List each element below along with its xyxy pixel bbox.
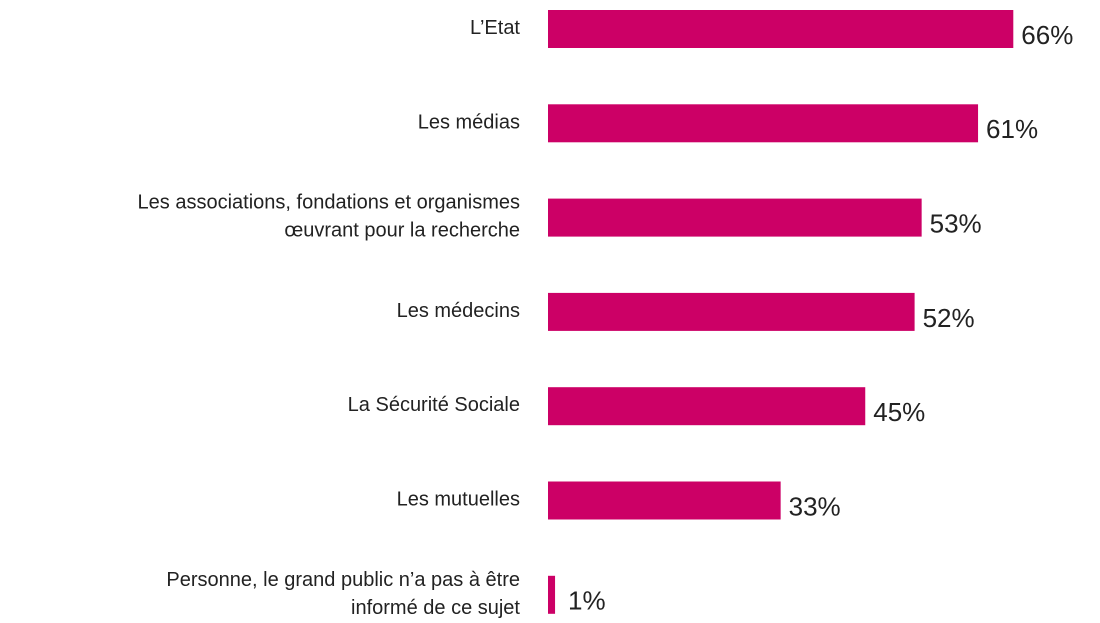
category-label: Les associations, fondations et organism… (138, 192, 520, 242)
category-label: Les médias (418, 112, 520, 134)
value-label: 1% (568, 586, 606, 616)
category-label: Les mutuelles (397, 489, 520, 511)
bar (548, 481, 781, 520)
value-label: 66% (1021, 20, 1073, 50)
category-label: La Sécurité Sociale (348, 394, 520, 416)
bar (548, 10, 1014, 48)
value-label: 53% (930, 208, 982, 238)
category-label: Personne, le grand public n’a pas à être… (166, 569, 520, 619)
value-label: 61% (986, 114, 1038, 144)
bar (548, 292, 915, 331)
bar (548, 387, 866, 426)
value-label: 52% (923, 303, 975, 333)
bar (548, 104, 979, 143)
value-label: 45% (873, 397, 925, 427)
bar (548, 198, 922, 237)
value-label: 33% (789, 491, 841, 521)
bar (548, 575, 556, 614)
category-label: L’Etat (470, 17, 520, 39)
category-label: Les médecins (397, 300, 520, 322)
